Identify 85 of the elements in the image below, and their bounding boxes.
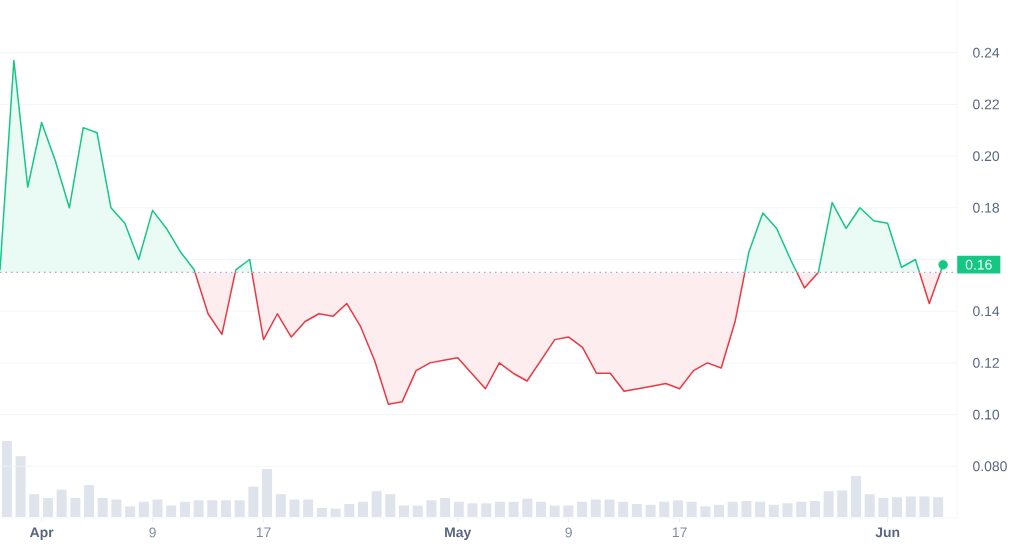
bar [577, 501, 588, 517]
bar [193, 500, 204, 517]
bar [29, 494, 40, 517]
bar [399, 505, 410, 517]
bar [535, 501, 546, 517]
bar [316, 507, 327, 517]
y-tick-label: 0.20 [973, 151, 1000, 162]
bar [645, 504, 656, 517]
bar [604, 499, 615, 517]
y-tick-label: 0.24 [973, 47, 1000, 58]
x-tick-label: 9 [565, 527, 572, 538]
y-tick-label: 0.18 [973, 202, 1000, 213]
bar [138, 501, 149, 517]
bar [850, 475, 861, 517]
y-tick-label: 0.080 [973, 461, 1007, 472]
bar [371, 491, 382, 517]
bar [727, 501, 738, 517]
bar [549, 505, 560, 517]
bar [768, 504, 779, 517]
bar [782, 503, 793, 517]
bar [700, 506, 711, 517]
bar [15, 456, 26, 517]
bar [275, 494, 286, 517]
bar [330, 508, 341, 517]
bar [933, 497, 944, 517]
bar [878, 497, 889, 517]
bar [97, 497, 108, 517]
bar [440, 497, 451, 517]
bar [467, 503, 478, 517]
bar [303, 499, 314, 517]
bar [631, 504, 642, 517]
x-tick-label: 9 [149, 527, 156, 538]
bar [618, 501, 629, 517]
bar [494, 501, 505, 517]
bar [289, 499, 300, 517]
bar [357, 501, 368, 517]
bar [248, 486, 259, 517]
bar [672, 500, 683, 517]
bar [809, 501, 820, 517]
y-tick-label: 0.10 [973, 409, 1000, 420]
bar [453, 501, 464, 517]
bar [1, 440, 12, 517]
bar [796, 501, 807, 517]
bar [426, 500, 437, 517]
x-tick-label: 17 [256, 527, 271, 538]
data-label: 0.16 [965, 259, 992, 270]
x-tick-label: May [445, 527, 472, 540]
y-tick-label: 0.12 [973, 357, 999, 368]
bar [412, 505, 423, 517]
bar [111, 499, 122, 517]
bar [864, 494, 875, 517]
x-tick-label: Jun [875, 527, 900, 538]
bar [714, 504, 725, 517]
bar [125, 506, 136, 517]
bar [508, 501, 519, 517]
bar [686, 501, 697, 517]
x-tick-label: Apr [29, 527, 54, 540]
bar [207, 500, 218, 517]
bar [563, 505, 574, 517]
x-tick-label: 17 [672, 527, 687, 538]
bar [234, 500, 245, 517]
bar [42, 497, 53, 517]
bar [892, 497, 903, 517]
bar [905, 496, 916, 517]
bar [220, 500, 231, 517]
bar [590, 499, 601, 517]
bar [741, 501, 752, 517]
bar [659, 501, 670, 517]
bar [522, 498, 533, 517]
bar [262, 469, 273, 517]
bar [823, 491, 834, 517]
bar [56, 489, 67, 517]
bar [166, 505, 177, 517]
y-tick-label: 0.14 [973, 306, 1000, 317]
bar [84, 485, 95, 517]
y-tick-label: 0.22 [973, 99, 999, 110]
bar [755, 501, 766, 517]
bar [919, 496, 930, 517]
bar [152, 499, 163, 517]
bar [385, 494, 396, 517]
bar [837, 490, 848, 517]
bar [481, 503, 492, 517]
bar [70, 497, 81, 517]
bar [344, 504, 355, 517]
bar [179, 501, 190, 517]
